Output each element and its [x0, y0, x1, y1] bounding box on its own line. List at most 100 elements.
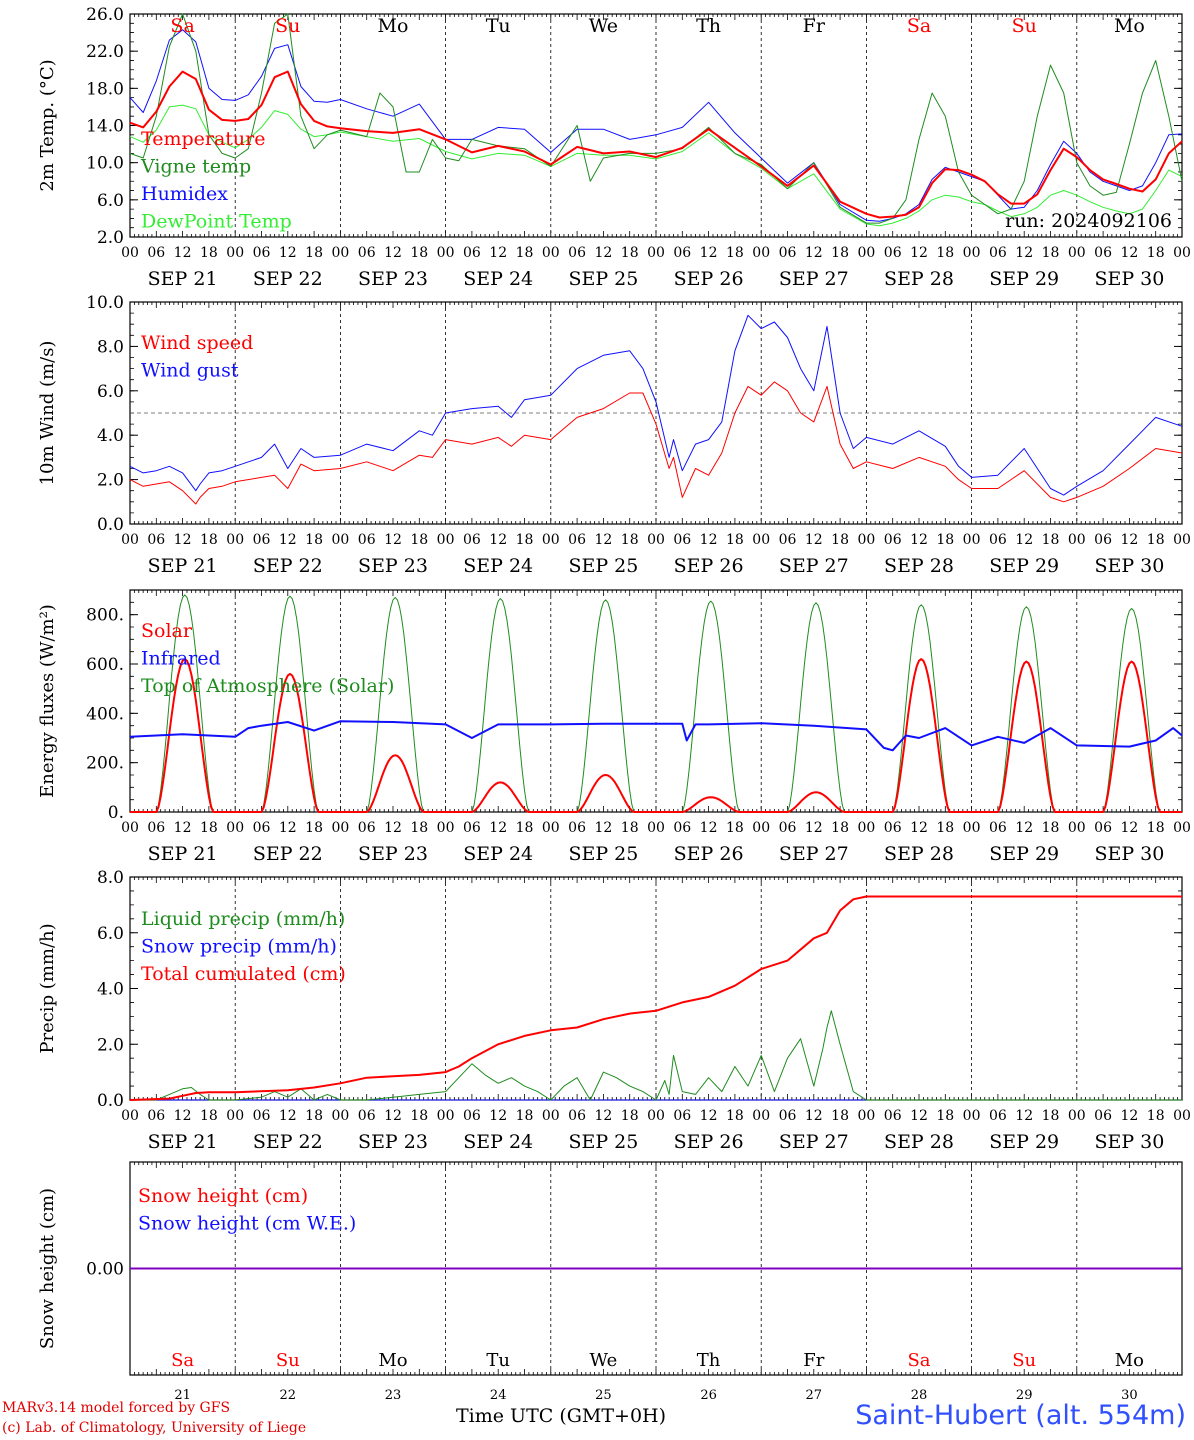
hour-tick-label: 06: [253, 820, 271, 836]
y-tick-label: 0.0: [97, 515, 124, 535]
series-line-infrared: [129, 720, 1183, 752]
hour-tick-label: 12: [174, 532, 192, 548]
panel-1: [129, 13, 1183, 238]
hour-tick-label: 18: [726, 820, 744, 836]
hour-tick-label: 06: [358, 245, 376, 261]
hour-tick-label: 00: [542, 245, 560, 261]
hour-tick-label: 06: [147, 1108, 165, 1124]
hour-tick-label: 12: [489, 532, 507, 548]
series-line-total-cumulated-cm-: [129, 895, 1182, 1101]
hour-tick-label: 12: [174, 245, 192, 261]
hour-tick-label: 06: [673, 532, 691, 548]
hour-tick-label: 12: [1120, 820, 1138, 836]
hour-tick-label: 00: [1173, 532, 1191, 548]
hour-tick-label: 12: [279, 1108, 297, 1124]
date-label: SEP 30: [1094, 1131, 1164, 1153]
y-axis-label: Precip (mm/h): [37, 923, 58, 1053]
hour-tick-label: 06: [568, 245, 586, 261]
date-label: SEP 22: [253, 843, 323, 865]
hour-tick-label: 00: [857, 532, 875, 548]
hour-tick-label: 06: [884, 820, 902, 836]
hour-tick-label: 06: [779, 820, 797, 836]
hour-tick-label: 12: [1015, 1108, 1033, 1124]
y-minor-ticks: [130, 301, 1182, 525]
hour-tick-label: 06: [1094, 820, 1112, 836]
hour-tick-label: 12: [384, 820, 402, 836]
hour-tick-label: 12: [384, 532, 402, 548]
weekday-label: Su: [275, 15, 300, 37]
hour-tick-label: 06: [568, 1108, 586, 1124]
hour-tick-label: 06: [673, 820, 691, 836]
hour-tick-label: 18: [410, 820, 428, 836]
hour-tick-label: 18: [936, 820, 954, 836]
panel-4: [129, 876, 1183, 1101]
y-axis-label: 10m Wind (m/s): [37, 341, 58, 486]
hour-tick-label: 12: [910, 1108, 928, 1124]
hour-tick-label: 00: [226, 245, 244, 261]
hour-tick-label: 18: [200, 532, 218, 548]
y-minor-ticks: [130, 13, 1182, 238]
hour-tick-label: 18: [305, 532, 323, 548]
date-label: SEP 29: [989, 1131, 1059, 1153]
date-label: SEP 28: [884, 1131, 954, 1153]
hour-tick-label: 00: [647, 245, 665, 261]
hour-tick-label: 00: [226, 532, 244, 548]
weekday-label: Mo: [1114, 15, 1145, 37]
hour-tick-label: 12: [805, 820, 823, 836]
y-tick-label: 0.00: [86, 1260, 124, 1280]
weekday-label: Sa: [907, 1350, 930, 1371]
hour-tick-label: 18: [1042, 532, 1060, 548]
hour-tick-label: 12: [594, 1108, 612, 1124]
hour-tick-label: 12: [279, 820, 297, 836]
date-label: SEP 22: [253, 555, 323, 577]
y-tick-label: 2.0: [97, 228, 124, 248]
hour-tick-label: 12: [384, 245, 402, 261]
legend-item: Top of Atmosphere (Solar): [141, 675, 394, 697]
hour-tick-label: 00: [542, 820, 560, 836]
hour-tick-label: 06: [779, 245, 797, 261]
date-label: SEP 23: [358, 843, 428, 865]
series-line-solar: [130, 658, 1182, 813]
y-tick-label: 2.0: [97, 471, 124, 491]
date-label: SEP 26: [674, 843, 744, 865]
hour-tick-label: 12: [489, 820, 507, 836]
hour-tick-label: 12: [594, 820, 612, 836]
hour-tick-label: 06: [779, 1108, 797, 1124]
hour-tick-label: 06: [884, 245, 902, 261]
hour-tick-label: 06: [147, 245, 165, 261]
hour-tick-label: 12: [594, 245, 612, 261]
series-line-liquid-precip-mm-h-: [130, 1010, 1182, 1101]
legend-item: Wind gust: [141, 360, 239, 382]
hour-tick-label: 06: [884, 532, 902, 548]
date-label: SEP 24: [463, 843, 533, 865]
y-tick-label: 2.0: [97, 1035, 124, 1055]
hour-tick-label: 18: [200, 1108, 218, 1124]
y-axis-label: Snow height (cm): [37, 1188, 58, 1349]
hour-tick-label: 18: [516, 1108, 534, 1124]
hour-tick-label: 18: [621, 245, 639, 261]
weekday-label: We: [589, 15, 618, 37]
hour-tick-label: 12: [384, 1108, 402, 1124]
hour-tick-label: 18: [621, 820, 639, 836]
hour-tick-label: 18: [305, 1108, 323, 1124]
hour-tick-label: 12: [594, 532, 612, 548]
panel-5: [129, 1161, 1183, 1376]
hour-tick-label: 12: [1015, 532, 1033, 548]
hour-tick-label: 00: [226, 1108, 244, 1124]
date-label: SEP 26: [674, 555, 744, 577]
hour-tick-label: 00: [1068, 245, 1086, 261]
hour-tick-label: 18: [831, 532, 849, 548]
day-number-label: 30: [1121, 1388, 1138, 1403]
y-tick-label: 600.: [86, 655, 124, 675]
hour-tick-label: 06: [463, 532, 481, 548]
hour-tick-label: 12: [700, 1108, 718, 1124]
hour-tick-label: 06: [989, 1108, 1007, 1124]
y-tick-label: 10.0: [86, 154, 124, 174]
date-label: SEP 29: [989, 843, 1059, 865]
hour-tick-label: 06: [253, 532, 271, 548]
hour-tick-label: 06: [989, 532, 1007, 548]
hour-tick-label: 12: [1015, 820, 1033, 836]
hour-tick-label: 00: [752, 532, 770, 548]
y-axis-label: Energy fluxes (W/m²): [37, 604, 58, 798]
date-label: SEP 23: [358, 268, 428, 290]
